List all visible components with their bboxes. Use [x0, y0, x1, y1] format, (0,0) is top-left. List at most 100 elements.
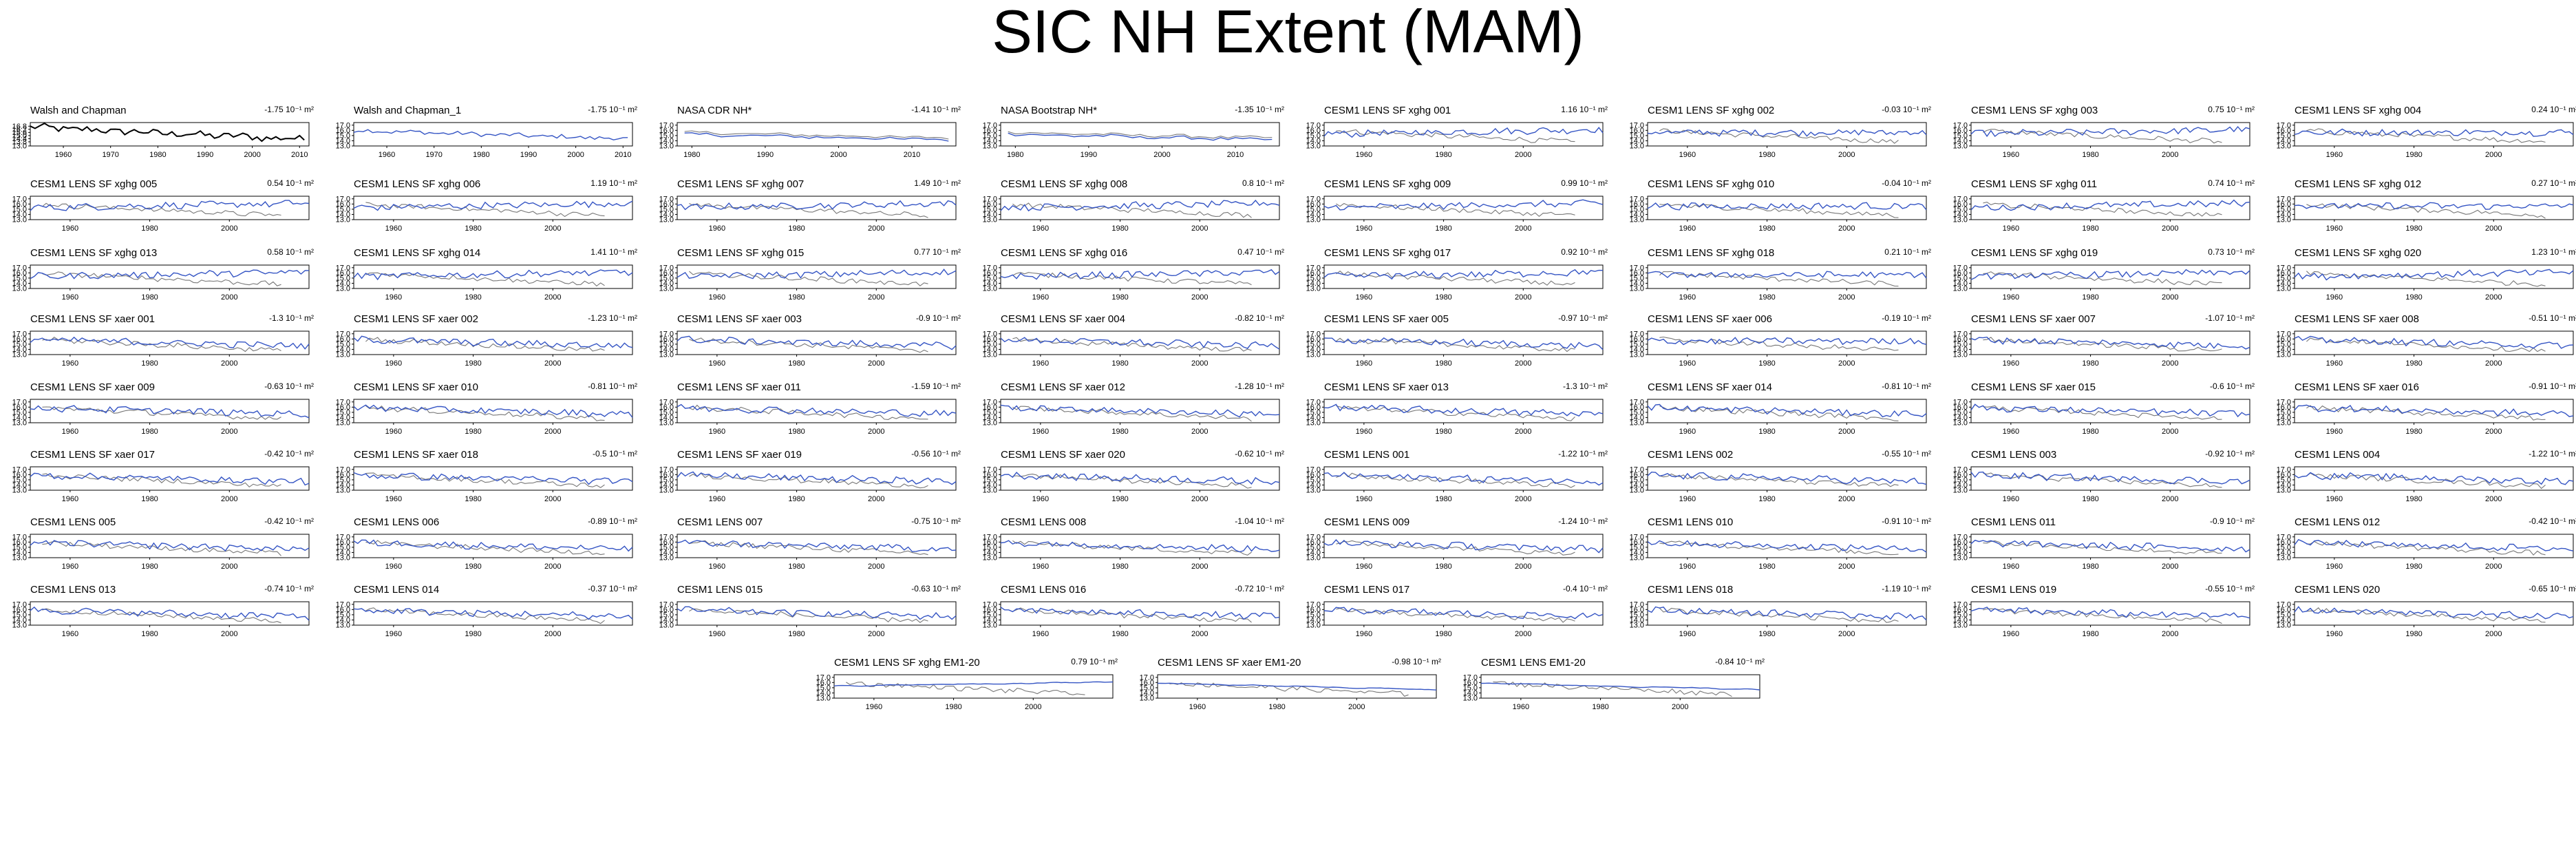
trend-value: 0.73: [2208, 247, 2224, 257]
y-tick-label: 14.0: [1630, 414, 1644, 422]
x-tick-label: 2000: [2485, 224, 2502, 233]
observed-series-line: [2306, 203, 2546, 219]
y-tick-label: 15.0: [1140, 684, 1154, 692]
panel-trend-label: -0.42 10⁻¹ m²: [2529, 516, 2576, 526]
x-tick-label: 1980: [149, 151, 166, 159]
y-tick-label: 13.0: [983, 285, 997, 293]
observed-series-line: [1012, 607, 1252, 623]
panel-trend-label: -0.19 10⁻¹ m²: [1882, 313, 1931, 323]
trend-value: -0.91: [2529, 381, 2548, 391]
y-tick-label: 16.0: [2277, 335, 2291, 344]
x-tick-label: 1960: [2326, 495, 2343, 503]
y-tick-label: 14.0: [336, 211, 350, 219]
panel-title: CESM1 LENS SF xaer 018: [354, 449, 478, 461]
observed-series-line: [2306, 405, 2546, 421]
plot-frame: [677, 534, 957, 558]
model-series-line: [30, 472, 310, 486]
x-tick-label: 1960: [2003, 630, 2019, 638]
y-tick-label: 15.0: [1953, 408, 1968, 417]
plot-frame: [1647, 466, 1927, 491]
panel-title: CESM1 LENS SF xaer 015: [1971, 381, 2096, 393]
trend-value: -1.3: [268, 313, 284, 323]
chart-panel: CESM1 LENS SF xaer 013 -1.3 10⁻¹ m² 13.0 14…: [1295, 380, 1619, 470]
panel-title: CESM1 LENS 009: [1324, 516, 1410, 528]
panel-title: CESM1 LENS 017: [1324, 584, 1410, 596]
observed-series-line: [2306, 472, 2546, 490]
y-tick-label: 14.0: [659, 481, 674, 490]
panel-title: CESM1 LENS SF xaer 010: [354, 381, 478, 393]
reference-series-line: [684, 130, 949, 140]
x-tick-label: 1980: [1758, 224, 1775, 233]
y-tick-label: 17.0: [659, 195, 674, 203]
y-tick-label: 15.0: [1630, 476, 1644, 484]
y-tick-label: 17.0: [2277, 600, 2291, 609]
model-series-line: [353, 539, 633, 552]
chart-panel: CESM1 LENS SF xaer 001 -1.3 10⁻¹ m² 13.0 14…: [1, 312, 325, 401]
x-tick-label: 1980: [1111, 630, 1128, 638]
chart-panel: CESM1 LENS SF xghg 006 1.19 10⁻¹ m² 13.0 14…: [325, 177, 648, 266]
plot-frame: [677, 264, 957, 289]
y-tick-label: 15.0: [983, 205, 997, 213]
y-tick-label: 15.0: [1953, 274, 1968, 282]
x-tick-label: 2000: [2485, 563, 2502, 571]
panel-trend-label: -1.22 10⁻¹ m²: [1558, 449, 1608, 459]
x-tick-label: 2000: [1515, 563, 1531, 571]
y-tick-label: 13.0: [1630, 487, 1644, 495]
y-tick-label: 16.0: [1953, 269, 1968, 277]
y-tick-label: 14.0: [1306, 481, 1321, 490]
y-tick-label: 17.0: [1953, 465, 1968, 474]
y-tick-label: 17.0: [983, 195, 997, 203]
y-tick-label: 13.0: [2277, 622, 2291, 630]
y-tick-label: 14.0: [1306, 346, 1321, 354]
y-tick-label: 17.0: [12, 465, 27, 474]
observed-series-line: [2306, 271, 2546, 287]
y-tick-label: 17.0: [1630, 121, 1644, 129]
panel-title: CESM1 LENS SF xaer 019: [677, 449, 802, 461]
panel-plot: 13.014.015.016.017.0 1960 1980 2000: [1630, 330, 1927, 368]
trend-unit: 10⁻¹ m²: [2547, 313, 2576, 323]
x-tick-label: 1960: [709, 428, 725, 436]
chart-panel: CESM1 LENS SF xaer 011 -1.59 10⁻¹ m² 13.0 1…: [648, 380, 972, 470]
y-tick-label: 15.0: [1306, 132, 1321, 140]
y-tick-label: 14.0: [659, 280, 674, 288]
x-tick-label: 1980: [2082, 630, 2098, 638]
x-tick-label: 1960: [2003, 563, 2019, 571]
panel-trend-label: -0.03 10⁻¹ m²: [1882, 105, 1931, 114]
y-tick-label: 13.0: [816, 695, 831, 703]
model-series-line: [353, 269, 633, 281]
y-tick-label: 13.0: [1953, 487, 1968, 495]
panel-title: CESM1 LENS SF xghg 010: [1648, 178, 1775, 190]
panel-plot: 13.014.015.016.017.0 1960 1980 2000: [659, 264, 957, 302]
y-tick-label: 16.0: [2277, 538, 2291, 547]
panel-trend-label: -0.98 10⁻¹ m²: [1392, 657, 1441, 666]
plot-frame: [30, 601, 310, 626]
panel-plot: 13.014.015.016.017.0 1960 1980 2000: [1630, 264, 1927, 302]
y-tick-label: 16.0: [1953, 471, 1968, 479]
y-tick-label: 17.0: [659, 600, 674, 609]
panel-plot: 13.014.015.016.017.0 1960 1980 2000: [12, 195, 310, 233]
y-tick-label: 17.0: [983, 600, 997, 609]
x-tick-label: 1960: [62, 359, 78, 368]
panel-trend-label: -1.75 10⁻¹ m²: [588, 105, 637, 114]
panel-title: CESM1 LENS SF xghg 012: [2295, 178, 2422, 190]
plot-frame: [30, 122, 310, 147]
y-tick-label: 15.0: [659, 205, 674, 213]
y-tick-label: 14.0: [336, 549, 350, 557]
panel-plot: 13.014.015.016.017.0 1960 1980 2000: [336, 533, 633, 571]
trend-unit: 10⁻¹ m²: [1577, 105, 1608, 114]
trend-value: -0.63: [264, 381, 284, 391]
panel-title: CESM1 LENS SF xaer 013: [1324, 381, 1449, 393]
y-tick-label: 15.0: [983, 476, 997, 484]
trend-value: -0.72: [1235, 584, 1254, 593]
observed-series-line: [1336, 270, 1575, 286]
panel-title: CESM1 LENS 018: [1648, 584, 1734, 596]
x-tick-label: 1980: [1111, 293, 1128, 302]
panel-title: CESM1 LENS SF xghg 001: [1324, 105, 1451, 116]
trend-unit: 10⁻¹ m²: [283, 178, 314, 188]
x-tick-label: 1980: [788, 224, 805, 233]
trend-unit: 10⁻¹ m²: [1900, 516, 1931, 526]
x-tick-label: 1960: [385, 563, 402, 571]
observed-series-line: [1983, 608, 2222, 624]
y-tick-label: 17.0: [1630, 195, 1644, 203]
trend-unit: 10⁻¹ m²: [2224, 247, 2255, 257]
